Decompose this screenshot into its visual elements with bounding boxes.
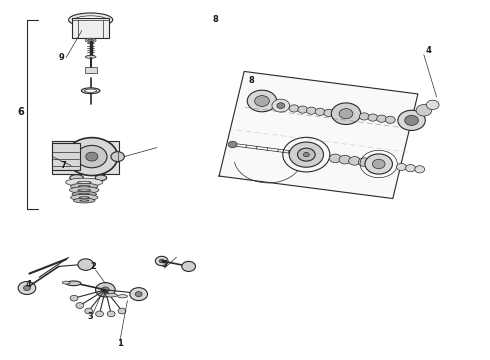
- Text: 3: 3: [88, 312, 94, 321]
- Circle shape: [398, 110, 425, 130]
- Circle shape: [297, 148, 315, 161]
- Ellipse shape: [66, 178, 103, 186]
- Ellipse shape: [118, 294, 127, 298]
- Circle shape: [24, 285, 30, 291]
- Circle shape: [339, 155, 351, 164]
- Circle shape: [70, 295, 78, 301]
- Circle shape: [359, 113, 369, 120]
- Ellipse shape: [74, 198, 95, 203]
- Circle shape: [396, 163, 406, 171]
- Ellipse shape: [72, 192, 97, 197]
- Circle shape: [159, 259, 164, 263]
- Circle shape: [101, 287, 109, 293]
- Circle shape: [303, 153, 309, 157]
- Circle shape: [277, 103, 285, 108]
- Ellipse shape: [79, 197, 89, 198]
- Circle shape: [78, 259, 94, 270]
- Ellipse shape: [80, 200, 89, 201]
- Ellipse shape: [77, 181, 91, 183]
- Text: 4: 4: [25, 280, 31, 289]
- Ellipse shape: [78, 185, 90, 187]
- Circle shape: [76, 145, 107, 168]
- Circle shape: [426, 100, 439, 109]
- Text: 5: 5: [161, 260, 167, 269]
- Ellipse shape: [85, 55, 96, 58]
- Circle shape: [416, 104, 432, 116]
- Circle shape: [182, 261, 196, 271]
- Circle shape: [298, 106, 308, 113]
- Ellipse shape: [84, 89, 97, 93]
- Circle shape: [86, 152, 98, 161]
- Ellipse shape: [85, 38, 96, 42]
- Bar: [85, 67, 97, 73]
- Ellipse shape: [70, 175, 83, 181]
- Circle shape: [315, 108, 325, 116]
- Circle shape: [368, 114, 378, 121]
- Text: 1: 1: [117, 339, 123, 348]
- Circle shape: [272, 99, 290, 112]
- Text: 7: 7: [61, 161, 67, 170]
- Ellipse shape: [71, 194, 98, 201]
- Circle shape: [329, 154, 341, 163]
- Circle shape: [377, 115, 387, 122]
- Ellipse shape: [70, 187, 99, 193]
- Circle shape: [324, 109, 334, 117]
- Circle shape: [107, 311, 115, 317]
- Polygon shape: [219, 71, 418, 199]
- Ellipse shape: [66, 281, 81, 286]
- Circle shape: [365, 154, 392, 174]
- Text: 4: 4: [426, 46, 432, 55]
- Circle shape: [96, 311, 103, 317]
- Circle shape: [66, 138, 118, 176]
- Text: 6: 6: [17, 107, 24, 117]
- Ellipse shape: [74, 16, 106, 24]
- Ellipse shape: [88, 39, 94, 41]
- Circle shape: [289, 105, 299, 112]
- Text: 8: 8: [213, 15, 219, 24]
- Circle shape: [76, 303, 84, 309]
- Circle shape: [255, 96, 270, 107]
- Ellipse shape: [78, 189, 91, 191]
- Circle shape: [307, 107, 317, 114]
- Circle shape: [111, 152, 124, 162]
- Text: 2: 2: [90, 262, 96, 271]
- Bar: [52, 141, 119, 175]
- Ellipse shape: [71, 183, 98, 189]
- Circle shape: [155, 256, 168, 266]
- Ellipse shape: [62, 281, 70, 284]
- Bar: [72, 18, 109, 38]
- Text: 8: 8: [248, 76, 254, 85]
- Ellipse shape: [81, 88, 100, 94]
- Circle shape: [228, 141, 237, 148]
- Circle shape: [96, 283, 115, 297]
- Circle shape: [331, 103, 361, 125]
- Ellipse shape: [69, 13, 113, 27]
- Ellipse shape: [105, 293, 118, 297]
- Ellipse shape: [79, 193, 90, 195]
- Circle shape: [135, 292, 142, 297]
- Circle shape: [85, 308, 93, 314]
- Circle shape: [349, 157, 361, 165]
- Circle shape: [405, 115, 418, 125]
- Circle shape: [386, 116, 395, 123]
- Circle shape: [130, 288, 147, 301]
- Circle shape: [247, 90, 277, 112]
- Circle shape: [358, 158, 370, 166]
- Circle shape: [118, 308, 126, 314]
- Circle shape: [289, 142, 323, 167]
- Bar: [52, 143, 80, 170]
- Circle shape: [415, 166, 425, 173]
- Circle shape: [339, 109, 353, 119]
- Circle shape: [406, 165, 416, 172]
- Circle shape: [372, 159, 385, 169]
- Ellipse shape: [95, 175, 107, 181]
- Text: 9: 9: [58, 53, 64, 62]
- Circle shape: [18, 282, 36, 294]
